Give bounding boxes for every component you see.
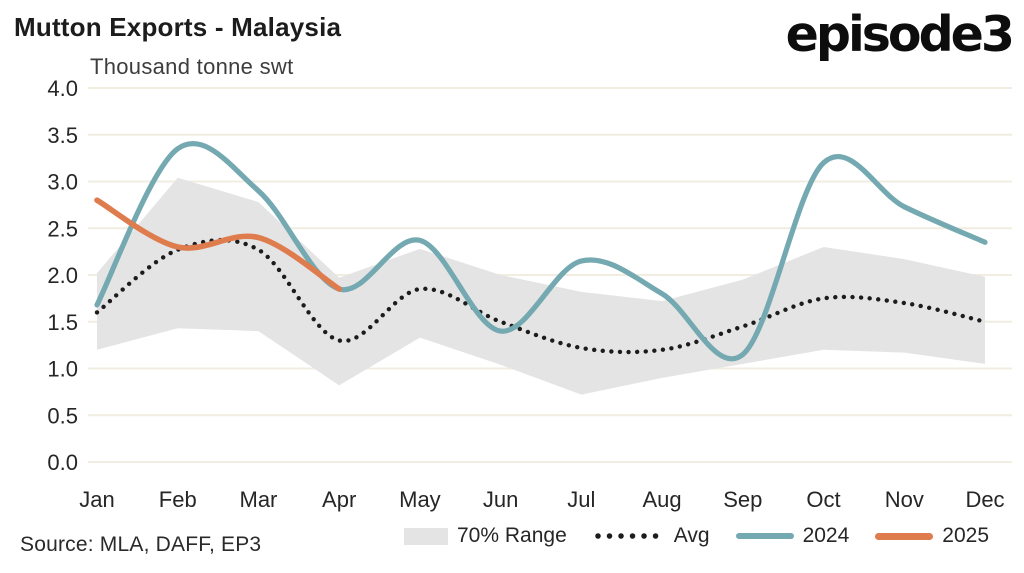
avg-dotted-swatch-icon	[595, 533, 663, 539]
x-axis-tick-label: Apr	[322, 487, 356, 512]
y-axis-unit-label: Thousand tonne swt	[90, 54, 294, 79]
legend-label: 2024	[802, 524, 850, 547]
legend-item-2025: 2025	[875, 524, 989, 548]
y-axis-tick-label: 2.0	[47, 263, 78, 288]
y-axis-tick-label: 0.0	[47, 450, 78, 475]
line-2025	[94, 197, 342, 292]
legend-item-2024: 2024	[735, 524, 850, 548]
legend-item-70-range: 70% Range	[404, 524, 567, 548]
y-axis-tick-label: 3.0	[47, 170, 78, 195]
legend-label: 70% Range	[457, 524, 567, 547]
legend-label: Avg	[673, 524, 710, 547]
x-axis-tick-label: Nov	[885, 487, 924, 512]
x-axis-tick-label: Jan	[79, 487, 114, 512]
y-axis-tick-label: 2.5	[47, 216, 78, 241]
episode3-logo: episode3	[785, 6, 1015, 63]
legend-label: 2025	[942, 524, 989, 547]
legend-item-avg: Avg	[593, 524, 710, 548]
line-2024	[94, 141, 988, 362]
x-axis-tick-label: Sep	[723, 487, 762, 512]
line-2025-swatch-icon	[875, 532, 934, 540]
line-2024-swatch-icon	[735, 533, 794, 539]
range-band-swatch-icon	[404, 527, 448, 545]
y-axis-tick-label: 0.5	[47, 403, 78, 428]
x-axis-tick-label: Mar	[240, 487, 278, 512]
x-axis-tick-label: Dec	[965, 487, 1004, 512]
range-band	[97, 177, 985, 395]
y-axis-tick-label: 1.5	[47, 310, 78, 335]
x-axis-tick-label: Jun	[483, 487, 518, 512]
source-note: Source: MLA, DAFF, EP3	[20, 533, 262, 556]
avg-line	[94, 237, 988, 355]
y-axis-tick-label: 4.0	[47, 76, 78, 101]
chart-title: Mutton Exports - Malaysia	[14, 12, 342, 42]
y-axis-tick-label: 1.0	[47, 357, 78, 382]
x-axis-tick-label: Feb	[159, 487, 197, 512]
x-axis-tick-label: Aug	[643, 487, 682, 512]
chart-legend: 70% Range Avg 2024 2025	[404, 521, 989, 551]
x-axis-tick-label: Oct	[806, 487, 840, 512]
x-axis-tick-label: Jul	[567, 487, 595, 512]
y-axis-tick-label: 3.5	[47, 123, 78, 148]
x-axis-tick-label: May	[399, 487, 441, 512]
